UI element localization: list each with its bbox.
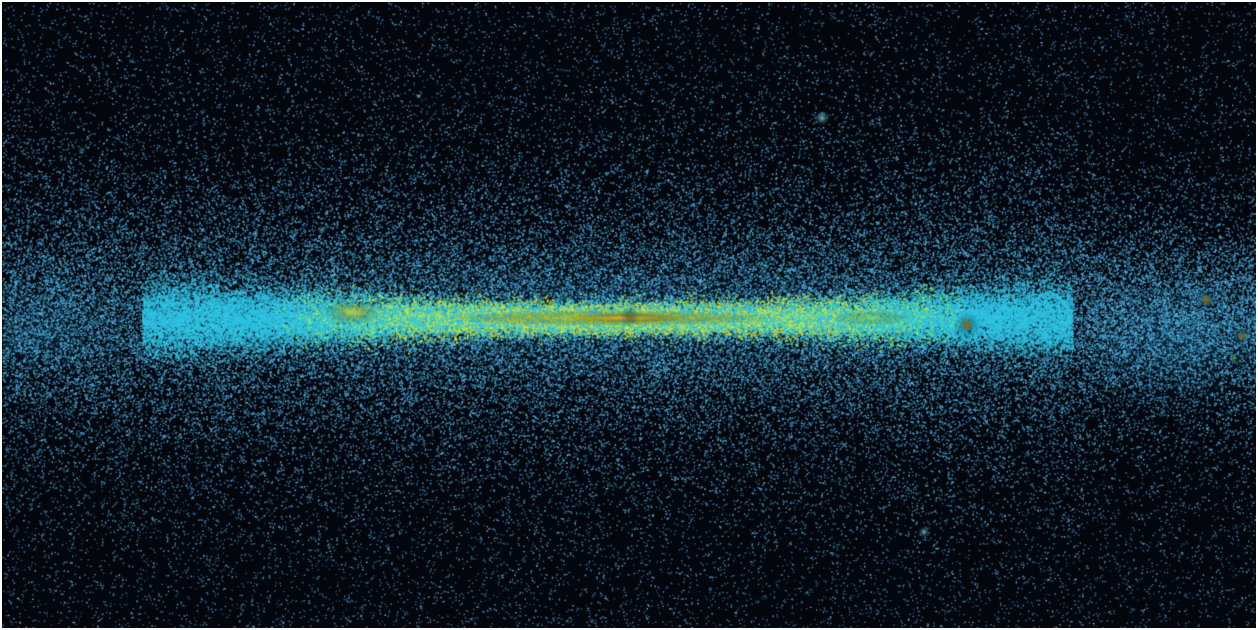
galactic-plane-image (2, 2, 1256, 628)
image-frame (0, 0, 1258, 630)
sky-map (2, 2, 1256, 628)
